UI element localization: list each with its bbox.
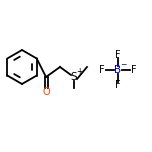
Text: B: B: [114, 65, 122, 75]
Text: F: F: [131, 65, 137, 75]
Text: F: F: [99, 65, 105, 75]
Text: S: S: [71, 72, 77, 82]
Text: +: +: [76, 67, 82, 76]
Text: F: F: [115, 50, 121, 60]
Text: −: −: [120, 60, 126, 69]
Text: F: F: [115, 80, 121, 90]
Text: O: O: [42, 87, 50, 97]
